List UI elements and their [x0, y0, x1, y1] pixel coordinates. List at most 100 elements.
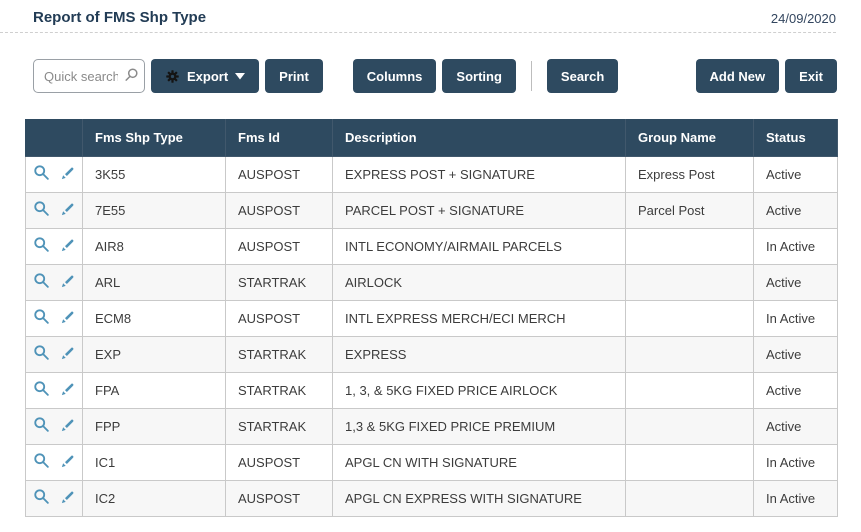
edit-pencil-icon[interactable]	[60, 309, 76, 328]
view-magnifier-icon[interactable]	[33, 308, 50, 328]
quick-search-input[interactable]	[33, 59, 145, 93]
print-button[interactable]: Print	[265, 59, 323, 93]
cell-fms-shp-type: ECM8	[82, 299, 226, 337]
exit-button[interactable]: Exit	[785, 59, 837, 93]
cell-group-name	[625, 479, 754, 517]
cell-fms-shp-type: 7E55	[82, 191, 226, 229]
cell-fms-id: STARTRAK	[225, 263, 333, 301]
cell-fms-id: STARTRAK	[225, 335, 333, 373]
cell-description: APGL CN EXPRESS WITH SIGNATURE	[332, 479, 626, 517]
cell-fms-id: AUSPOST	[225, 155, 333, 193]
cell-fms-shp-type: EXP	[82, 335, 226, 373]
cell-status: Active	[753, 155, 838, 193]
sorting-button[interactable]: Sorting	[442, 59, 516, 93]
view-magnifier-icon[interactable]	[33, 164, 50, 184]
edit-pencil-icon[interactable]	[60, 273, 76, 292]
cell-description: INTL ECONOMY/AIRMAIL PARCELS	[332, 227, 626, 265]
cell-fms-id: STARTRAK	[225, 407, 333, 445]
cell-fms-shp-type: FPA	[82, 371, 226, 409]
cell-description: EXPRESS	[332, 335, 626, 373]
fms-shp-type-table: Fms Shp Type Fms Id Description Group Na…	[25, 119, 838, 517]
table-row: AIR8 AUSPOST INTL ECONOMY/AIRMAIL PARCEL…	[25, 227, 838, 265]
cell-fms-id: AUSPOST	[225, 191, 333, 229]
cell-status: In Active	[753, 299, 838, 337]
cell-description: 1,3 & 5KG FIXED PRICE PREMIUM	[332, 407, 626, 445]
view-magnifier-icon[interactable]	[33, 200, 50, 220]
search-icon	[124, 67, 139, 87]
view-magnifier-icon[interactable]	[33, 236, 50, 256]
page-header: Report of FMS Shp Type 24/09/2020	[0, 0, 836, 33]
table-row: 7E55 AUSPOST PARCEL POST + SIGNATURE Par…	[25, 191, 838, 229]
cell-group-name	[625, 443, 754, 481]
cell-fms-id: STARTRAK	[225, 371, 333, 409]
view-magnifier-icon[interactable]	[33, 488, 50, 508]
cell-fms-id: AUSPOST	[225, 443, 333, 481]
view-magnifier-icon[interactable]	[33, 380, 50, 400]
cell-group-name	[625, 299, 754, 337]
cell-group-name	[625, 263, 754, 301]
cell-fms-id: AUSPOST	[225, 479, 333, 517]
edit-pencil-icon[interactable]	[60, 417, 76, 436]
cell-fms-id: AUSPOST	[225, 227, 333, 265]
edit-pencil-icon[interactable]	[60, 489, 76, 508]
table-row: IC1 AUSPOST APGL CN WITH SIGNATURE In Ac…	[25, 443, 838, 481]
column-header-status: Status	[753, 119, 838, 157]
column-header-description: Description	[332, 119, 626, 157]
cell-description: 1, 3, & 5KG FIXED PRICE AIRLOCK	[332, 371, 626, 409]
page-title: Report of FMS Shp Type	[33, 9, 207, 26]
export-label: Export	[187, 68, 229, 84]
edit-pencil-icon[interactable]	[60, 201, 76, 220]
report-date: 24/09/2020	[770, 11, 836, 26]
cell-status: Active	[753, 335, 838, 373]
edit-pencil-icon[interactable]	[60, 381, 76, 400]
edit-pencil-icon[interactable]	[60, 345, 76, 364]
cell-group-name: Express Post	[625, 155, 754, 193]
row-actions-cell	[25, 155, 83, 193]
row-actions-cell	[25, 479, 83, 517]
edit-pencil-icon[interactable]	[60, 237, 76, 256]
cell-fms-id: AUSPOST	[225, 299, 333, 337]
export-button[interactable]: Export	[151, 59, 260, 93]
cell-status: In Active	[753, 443, 838, 481]
table-row: FPP STARTRAK 1,3 & 5KG FIXED PRICE PREMI…	[25, 407, 838, 445]
column-header-group-name: Group Name	[625, 119, 754, 157]
cell-status: In Active	[753, 227, 838, 265]
column-header-fms-id: Fms Id	[225, 119, 333, 157]
row-actions-cell	[25, 299, 83, 337]
cell-group-name	[625, 407, 754, 445]
view-magnifier-icon[interactable]	[33, 272, 50, 292]
table-header-row: Fms Shp Type Fms Id Description Group Na…	[25, 119, 838, 157]
cell-description: AIRLOCK	[332, 263, 626, 301]
gear-icon	[165, 69, 180, 84]
table-row: IC2 AUSPOST APGL CN EXPRESS WITH SIGNATU…	[25, 479, 838, 517]
edit-pencil-icon[interactable]	[60, 165, 76, 184]
table-body: 3K55 AUSPOST EXPRESS POST + SIGNATURE Ex…	[25, 155, 838, 517]
columns-button[interactable]: Columns	[352, 59, 437, 93]
cell-status: In Active	[753, 479, 838, 517]
cell-status: Active	[753, 191, 838, 229]
cell-fms-shp-type: IC2	[82, 479, 226, 517]
row-actions-cell	[25, 263, 83, 301]
table-row: ECM8 AUSPOST INTL EXPRESS MERCH/ECI MERC…	[25, 299, 838, 337]
search-button[interactable]: Search	[546, 59, 619, 93]
cell-status: Active	[753, 407, 838, 445]
view-magnifier-icon[interactable]	[33, 344, 50, 364]
cell-description: PARCEL POST + SIGNATURE	[332, 191, 626, 229]
cell-fms-shp-type: IC1	[82, 443, 226, 481]
cell-group-name: Parcel Post	[625, 191, 754, 229]
row-actions-cell	[25, 335, 83, 373]
view-magnifier-icon[interactable]	[33, 452, 50, 472]
row-actions-cell	[25, 227, 83, 265]
cell-description: EXPRESS POST + SIGNATURE	[332, 155, 626, 193]
toolbar-divider	[530, 61, 532, 91]
view-magnifier-icon[interactable]	[33, 416, 50, 436]
column-header-actions	[25, 119, 83, 157]
cell-description: INTL EXPRESS MERCH/ECI MERCH	[332, 299, 626, 337]
edit-pencil-icon[interactable]	[60, 453, 76, 472]
cell-group-name	[625, 371, 754, 409]
cell-status: Active	[753, 263, 838, 301]
add-new-button[interactable]: Add New	[695, 59, 780, 93]
column-header-fms-shp-type: Fms Shp Type	[82, 119, 226, 157]
table-row: FPA STARTRAK 1, 3, & 5KG FIXED PRICE AIR…	[25, 371, 838, 409]
quick-search-box	[33, 59, 145, 93]
